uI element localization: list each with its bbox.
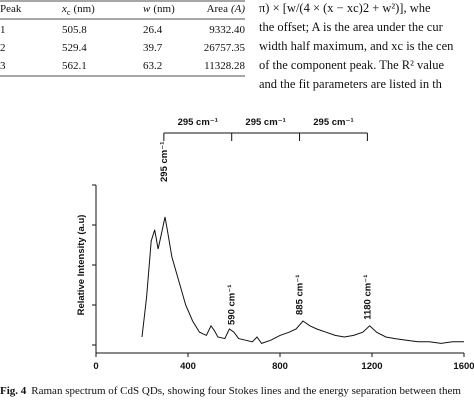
header-cell: xc (nm) [61, 3, 95, 17]
x-tick-label: 800 [272, 361, 288, 372]
x-tick-label: 400 [180, 361, 196, 372]
table-cell: 505.8 [62, 24, 87, 36]
body-line: and the fit parameters are listed in th [259, 77, 443, 91]
caption: Fig. 4 Raman spectrum of CdS QDs, showing… [0, 385, 461, 397]
x-tick-label: 0 [93, 361, 98, 372]
peak-label: 885 cm⁻¹ [295, 275, 306, 315]
header-unit: (nm) [153, 3, 175, 15]
spacing-label: 295 cm⁻¹ [178, 117, 218, 128]
x-tick-label: 1600 [453, 361, 474, 372]
body-line: width half maximum, and xc is the cen [259, 39, 454, 53]
spacing-label: 295 cm⁻¹ [245, 117, 285, 128]
header-sub: c [67, 8, 71, 17]
body-line: the offset; A is the area under the cur [259, 20, 444, 34]
y-axis-label: Relative Intensity (a.u) [76, 215, 87, 316]
caption-text: Raman spectrum of CdS QDs, showing four … [31, 385, 461, 397]
table-cell: 9332.40 [209, 24, 245, 36]
table-cell: 39.7 [143, 42, 163, 54]
header-unit: (A) [231, 3, 245, 15]
table-cell: 11328.28 [204, 60, 245, 72]
header-var: x [61, 3, 67, 15]
caption-label: Fig. 4 [0, 385, 27, 397]
table-cell: 3 [0, 60, 6, 72]
header-cell: Peak [0, 3, 22, 15]
table-cell: 63.2 [143, 60, 162, 72]
peak-label: 590 cm⁻¹ [227, 285, 238, 325]
spectrum-line [141, 216, 464, 344]
body-line: of the component peak. The R² value [259, 58, 445, 72]
body-line: π) × [w/(4 × (x − xc)2 + w²)], whe [259, 1, 431, 15]
peak-label: 1180 cm⁻¹ [362, 275, 373, 320]
table-cell: 1 [0, 24, 6, 36]
header-unit: (nm) [73, 3, 95, 15]
table-cell: 562.1 [62, 60, 87, 72]
spacing-label: 295 cm⁻¹ [313, 117, 353, 128]
header-text: Area [207, 3, 228, 15]
x-tick-label: 1200 [361, 361, 382, 372]
table-cell: 529.4 [62, 42, 87, 54]
table-cell: 26.4 [143, 24, 163, 36]
peak-label: 295 cm⁻¹ [159, 142, 170, 182]
table-cell: 26757.35 [204, 42, 246, 54]
table-cell: 2 [0, 42, 6, 54]
header-var: w [143, 3, 151, 15]
header-cell: Area (A) [207, 3, 246, 15]
header-cell: w (nm) [143, 3, 175, 15]
